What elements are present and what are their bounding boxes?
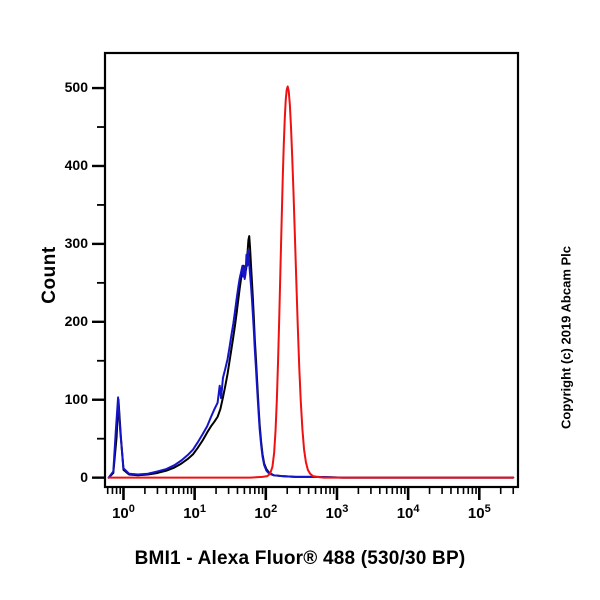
x-tick-base: 10 [325, 505, 343, 522]
x-tick-label: 102 [236, 503, 296, 522]
curve-bmi1-stained-red [107, 85, 515, 479]
x-tick-base: 10 [467, 505, 485, 522]
y-tick-label: 400 [64, 156, 88, 173]
x-tick-exponent: 3 [342, 503, 349, 515]
x-tick-exponent: 0 [128, 503, 135, 515]
curve-isotype-control-blue [107, 249, 515, 479]
y-tick-label: 100 [64, 390, 88, 407]
plot-frame [103, 51, 520, 489]
x-tick-exponent: 5 [484, 503, 491, 515]
x-tick-base: 10 [396, 505, 414, 522]
x-tick-exponent: 1 [199, 503, 207, 515]
x-tick-label: 103 [307, 503, 367, 522]
y-tick-label: 500 [64, 79, 88, 96]
x-tick-exponent: 4 [413, 503, 420, 515]
x-tick-label: 104 [378, 503, 438, 522]
x-tick-label: 101 [165, 503, 225, 522]
x-axis-title: BMI1 - Alexa Fluor® 488 (530/30 BP) [134, 548, 466, 569]
y-tick-label: 200 [64, 312, 88, 329]
x-tick-base: 10 [183, 505, 200, 522]
axis-ticks [92, 86, 515, 500]
copyright-notice: Copyright (c) 2019 Abcam Plc [558, 246, 574, 430]
x-tick-exponent: 2 [271, 503, 278, 515]
data-curves [107, 85, 515, 479]
x-tick-label: 100 [93, 503, 153, 522]
y-tick-label: 300 [64, 234, 88, 251]
x-tick-base: 10 [112, 505, 129, 522]
x-tick-label: 105 [449, 503, 509, 522]
y-tick-label: 0 [80, 468, 88, 485]
x-tick-base: 10 [254, 505, 272, 522]
